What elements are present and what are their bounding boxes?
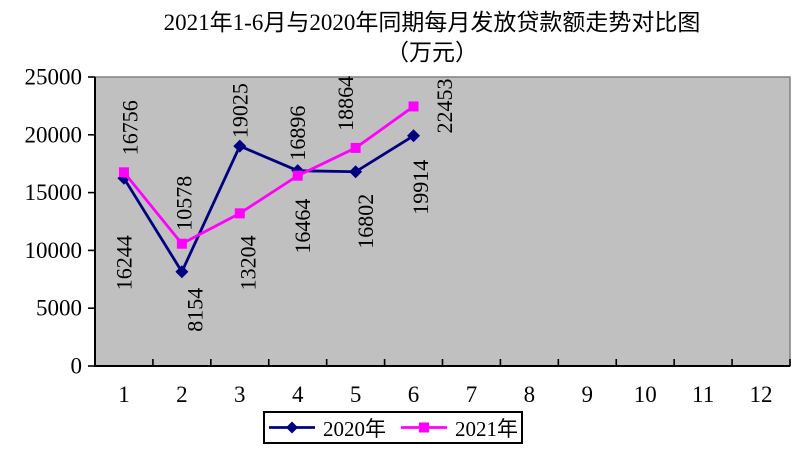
legend-line-square-icon: [401, 422, 447, 433]
data-label: 16756: [117, 100, 142, 155]
series-2021年-point-4: [292, 170, 303, 181]
chart-title-line1: 2021年1-6月与2020年同期每月发放贷款额走势对比图: [163, 10, 701, 35]
data-label: 8154: [182, 288, 207, 332]
series-2020年-point-3: [233, 139, 247, 153]
chart-title: 2021年1-6月与2020年同期每月发放贷款额走势对比图 （万元）: [64, 8, 800, 68]
legend-line-diamond-icon: [269, 421, 315, 434]
series-2021年-point-5: [350, 142, 361, 153]
data-label: 18864: [333, 76, 358, 131]
chart-title-line2: （万元）: [386, 40, 478, 65]
series-line-2021年: [122, 105, 415, 246]
legend-marker-square-icon: [419, 422, 429, 433]
plot-area: [94, 76, 791, 367]
x-axis-label: 12: [750, 382, 773, 407]
data-label: 16244: [111, 235, 136, 290]
legend-item-2021: 2021年: [400, 413, 518, 443]
series-2021年-point-2: [176, 238, 187, 249]
x-axis-label: 2: [176, 382, 188, 407]
data-label: 19914: [408, 160, 433, 215]
data-label: 13204: [235, 235, 260, 290]
x-axis-label: 5: [350, 382, 362, 407]
legend-item-2020: 2020年: [268, 413, 386, 443]
series-2021年-point-1: [118, 167, 129, 178]
legend-marker-diamond-icon: [286, 421, 298, 434]
x-axis-label: 10: [634, 382, 657, 407]
data-label: 22453: [432, 78, 457, 133]
x-axis-label: 9: [582, 382, 594, 407]
legend-label-2021: 2021年: [455, 416, 518, 441]
data-label: 16896: [285, 106, 310, 161]
y-axis-label: 0: [71, 354, 83, 379]
data-label: 16802: [353, 194, 378, 249]
y-axis-label: 25000: [25, 65, 83, 90]
data-label: 16464: [290, 199, 315, 254]
data-label: 19025: [227, 83, 252, 138]
x-axis-label: 8: [524, 382, 536, 407]
y-axis-label: 20000: [25, 122, 83, 147]
series-2021年-point-6: [408, 101, 419, 112]
legend: 2020年 2021年: [263, 411, 523, 444]
legend-label-2020: 2020年: [323, 416, 386, 441]
series-2021年-point-3: [234, 208, 245, 219]
y-axis-label: 15000: [25, 180, 83, 205]
x-axis-label: 7: [466, 382, 478, 407]
series-2020年-point-2: [175, 265, 189, 279]
x-axis-label: 6: [408, 382, 420, 407]
x-axis-label: 1: [118, 382, 130, 407]
data-label: 10578: [171, 176, 196, 231]
series-2020年-point-5: [349, 165, 363, 179]
y-axis-label: 10000: [25, 238, 83, 263]
y-axis-label: 5000: [36, 296, 82, 321]
x-axis-label: 11: [692, 382, 714, 407]
x-axis-label: 4: [292, 382, 304, 407]
series-line-2020年: [122, 134, 415, 275]
series-2020年-point-6: [407, 129, 421, 143]
x-axis-label: 3: [234, 382, 246, 407]
